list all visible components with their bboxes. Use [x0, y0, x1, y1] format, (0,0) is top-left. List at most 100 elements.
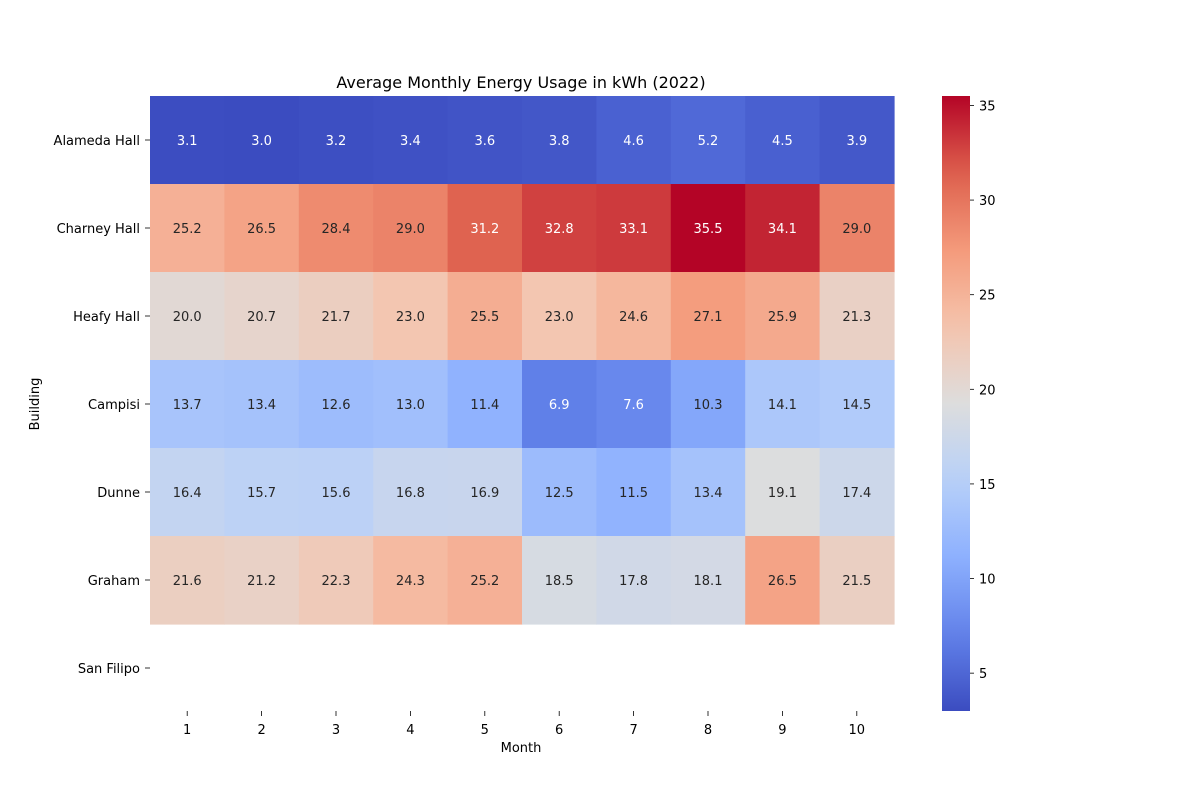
cell-value-label: 5.2 — [698, 134, 719, 149]
cell-value-label: 4.5 — [772, 134, 793, 149]
x-tick-label: 2 — [257, 723, 265, 738]
cell-value-label: 3.1 — [177, 134, 198, 149]
cell-value-label: 21.5 — [842, 574, 871, 589]
heatmap-cell — [224, 96, 300, 185]
heatmap-cell — [522, 272, 597, 361]
cell-value-label: 33.1 — [619, 222, 648, 237]
cell-value-label: 14.5 — [842, 398, 871, 413]
cell-value-label: 14.1 — [768, 398, 797, 413]
heatmap-cell — [745, 536, 821, 625]
cell-value-label: 15.7 — [247, 486, 276, 501]
cell-value-label: 11.5 — [619, 486, 648, 501]
cell-value-label: 15.6 — [322, 486, 351, 501]
heatmap-cell — [150, 448, 225, 537]
heatmap-cell — [745, 184, 821, 273]
heatmap-cell — [670, 184, 746, 273]
cell-value-label: 19.1 — [768, 486, 797, 501]
cell-value-label: 16.4 — [173, 486, 202, 501]
heatmap-cell — [373, 536, 449, 625]
heatmap-cell — [224, 272, 300, 361]
heatmap-cell — [596, 272, 672, 361]
cell-value-label: 20.0 — [173, 310, 202, 325]
heatmap-cell — [150, 536, 225, 625]
heatmap-cell — [298, 96, 374, 185]
heatmap-cell — [447, 272, 523, 361]
heatmap-cell — [670, 536, 746, 625]
heatmap-cell — [819, 536, 895, 625]
heatmap-cell — [373, 272, 449, 361]
colorbar-tick-label: 30 — [979, 194, 996, 209]
cell-value-label: 25.2 — [470, 574, 499, 589]
cell-value-label: 35.5 — [694, 222, 723, 237]
cell-value-label: 3.8 — [549, 134, 570, 149]
cell-value-label: 3.2 — [326, 134, 347, 149]
cell-value-label: 21.7 — [322, 310, 351, 325]
heatmap-cell — [670, 448, 746, 537]
cell-value-label: 29.0 — [842, 222, 871, 237]
heatmap-cell — [522, 96, 597, 185]
cell-value-label: 18.1 — [694, 574, 723, 589]
heatmap-cell — [596, 184, 672, 273]
cell-value-label: 16.8 — [396, 486, 425, 501]
y-tick-label: San Filipo — [78, 662, 140, 677]
x-tick-label: 6 — [555, 723, 563, 738]
cell-value-label: 24.6 — [619, 310, 648, 325]
heatmap-cells — [150, 96, 895, 625]
x-axis-title: Month — [501, 741, 542, 756]
heatmap-cell — [819, 184, 895, 273]
cell-value-label: 25.2 — [173, 222, 202, 237]
heatmap-cell — [819, 360, 895, 449]
cell-value-label: 31.2 — [470, 222, 499, 237]
heatmap-cell — [150, 360, 225, 449]
heatmap-cell — [596, 360, 672, 449]
heatmap-cell — [745, 96, 821, 185]
x-tick-label: 7 — [629, 723, 637, 738]
heatmap-cell — [298, 360, 374, 449]
heatmap-cell — [298, 272, 374, 361]
cell-value-label: 6.9 — [549, 398, 570, 413]
heatmap-cell — [819, 272, 895, 361]
cell-value-label: 17.4 — [842, 486, 871, 501]
heatmap-cell — [224, 536, 300, 625]
heatmap-cell — [670, 272, 746, 361]
cell-value-label: 3.0 — [251, 134, 272, 149]
heatmap-cell — [447, 184, 523, 273]
colorbar-tick-label: 5 — [979, 667, 987, 682]
colorbar-ticks: 5 10 15 20 25 30 35 — [970, 99, 996, 682]
colorbar-tick-label: 25 — [979, 289, 996, 304]
cell-value-label: 13.7 — [173, 398, 202, 413]
cell-value-label: 3.9 — [846, 134, 867, 149]
heatmap-cell — [819, 96, 895, 185]
heatmap-cell — [447, 96, 523, 185]
colorbar-tick-label: 10 — [979, 573, 996, 588]
x-tick-label: 3 — [332, 723, 340, 738]
cell-value-label: 21.3 — [842, 310, 871, 325]
heatmap-cell — [447, 536, 523, 625]
heatmap-cell — [373, 96, 449, 185]
x-tick-label: 10 — [849, 723, 866, 738]
heatmap-cell — [596, 536, 672, 625]
heatmap-cell — [522, 536, 597, 625]
heatmap-value-labels: 3.1 3.0 3.2 3.4 3.6 3.8 4.6 5.2 4.5 3.9 25.2 26.5 28… — [173, 134, 872, 589]
cell-value-label: 10.3 — [694, 398, 723, 413]
cell-value-label: 21.6 — [173, 574, 202, 589]
heatmap-cell — [150, 184, 225, 273]
colorbar-tick-label: 15 — [979, 478, 996, 493]
cell-value-label: 12.5 — [545, 486, 574, 501]
x-tick-label: 8 — [704, 723, 712, 738]
cell-value-label: 23.0 — [396, 310, 425, 325]
cell-value-label: 18.5 — [545, 574, 574, 589]
cell-value-label: 13.0 — [396, 398, 425, 413]
heatmap-cell — [150, 272, 225, 361]
heatmap-cell — [150, 96, 225, 185]
chart-title: Average Monthly Energy Usage in kWh (202… — [336, 73, 705, 92]
heatmap-cell — [447, 360, 523, 449]
y-tick-label: Graham — [88, 574, 140, 589]
y-tick-label: Charney Hall — [57, 222, 140, 237]
colorbar-tick-label: 20 — [979, 383, 996, 398]
heatmap-cell — [522, 360, 597, 449]
heatmap-cell — [373, 448, 449, 537]
heatmap-cell — [670, 360, 746, 449]
colorbar-tick-label: 35 — [979, 99, 996, 114]
